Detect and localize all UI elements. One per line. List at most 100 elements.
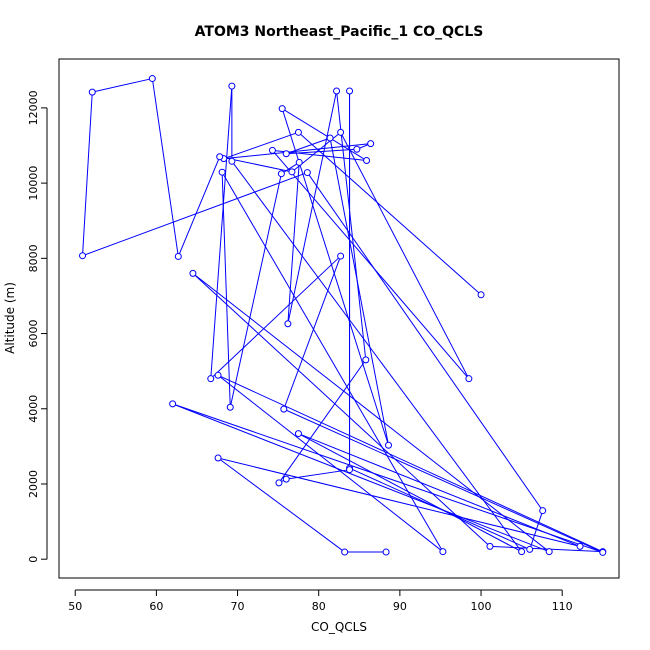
x-tick-label: 100 [471,600,492,613]
series-segment [92,78,153,93]
x-axis: 50 60 70 80 90 100 110 [68,589,573,613]
data-point [207,375,215,383]
series-segment [192,272,550,553]
series-segment [231,160,523,552]
data-point [337,252,345,260]
data-point [333,87,341,95]
y-tick-label: 0 [27,556,40,563]
x-axis-label: CO_QCLS [311,620,367,634]
series-segment [286,137,331,155]
data-point [518,548,526,556]
data-point [346,87,354,95]
data-point [599,548,607,556]
data-point [228,82,236,90]
y-tick-label: 10000 [27,166,40,201]
data-point [169,400,177,408]
series-segment [281,108,367,161]
x-tick-label: 90 [393,600,407,613]
data-point [486,542,494,550]
data-point [216,153,224,161]
series-segment [172,403,550,553]
series-segment [298,131,482,296]
x-tick-label: 50 [68,600,82,613]
y-tick-label: 12000 [27,90,40,125]
data-point [576,542,584,550]
y-axis: 0 2000 4000 6000 8000 10000 12000 [27,90,48,563]
plot-frame [58,58,620,579]
series-segment [229,173,282,408]
data-point [363,157,371,165]
series-segment [298,433,581,547]
series-segment [336,90,367,360]
data-point [477,291,485,299]
data-point [268,146,276,154]
data-point [277,170,285,178]
x-tick-label: 70 [231,600,245,613]
data-point [174,252,182,260]
data-point [337,128,345,136]
series-segment [210,86,233,379]
data-point [278,105,286,113]
data-point [367,140,375,148]
series-segment [283,255,342,410]
series-segment [329,137,389,446]
series-segment [82,172,308,257]
data-point [545,548,553,556]
data-point [218,168,226,176]
data-point [228,157,236,165]
data-point [346,466,354,474]
y-tick-label: 8000 [27,244,40,272]
data-point [353,145,361,153]
series-segment [287,90,338,324]
y-tick-label: 6000 [27,320,40,348]
data-point [214,371,222,379]
data-point [282,150,290,158]
series-segment [223,131,299,160]
data-point [214,454,222,462]
data-point [362,356,370,364]
data-point [226,403,234,411]
series-segment [217,457,345,553]
data-point [382,548,390,556]
series-segment [177,156,221,257]
data-point [189,269,197,277]
series-segment [217,374,603,553]
series-layer [79,75,607,556]
data-point [326,134,334,142]
series-segment [223,143,371,160]
series-segment [529,510,544,550]
data-point [465,375,473,383]
chart-title: ATOM3 Northeast_Pacific_1 CO_QCLS [195,24,484,40]
y-tick-label: 2000 [27,470,40,498]
data-point [341,548,349,556]
data-point [275,479,283,487]
data-point [385,441,393,449]
data-point [539,507,547,515]
data-point [439,548,447,556]
data-point [280,405,288,413]
data-point [294,430,302,438]
series-segment [210,255,341,380]
data-point [526,545,534,553]
data-point [282,475,290,483]
data-point [79,252,87,260]
x-tick-label: 60 [149,600,163,613]
series-segment [298,433,522,553]
series-segment [221,171,444,552]
series-segment [306,172,544,511]
series-segment [283,408,603,553]
series-segment [82,92,93,256]
series-segment [172,403,603,553]
y-tick-label: 4000 [27,395,40,423]
series-segment [221,172,231,408]
y-axis-label: Altitude (m) [3,282,17,354]
x-tick-label: 80 [312,600,326,613]
series-segment [272,150,470,380]
series-segment [340,132,470,379]
data-point [294,128,302,136]
data-point [295,158,303,166]
series-segment [217,374,444,553]
series-segment [192,273,491,547]
series-segment [287,162,300,324]
